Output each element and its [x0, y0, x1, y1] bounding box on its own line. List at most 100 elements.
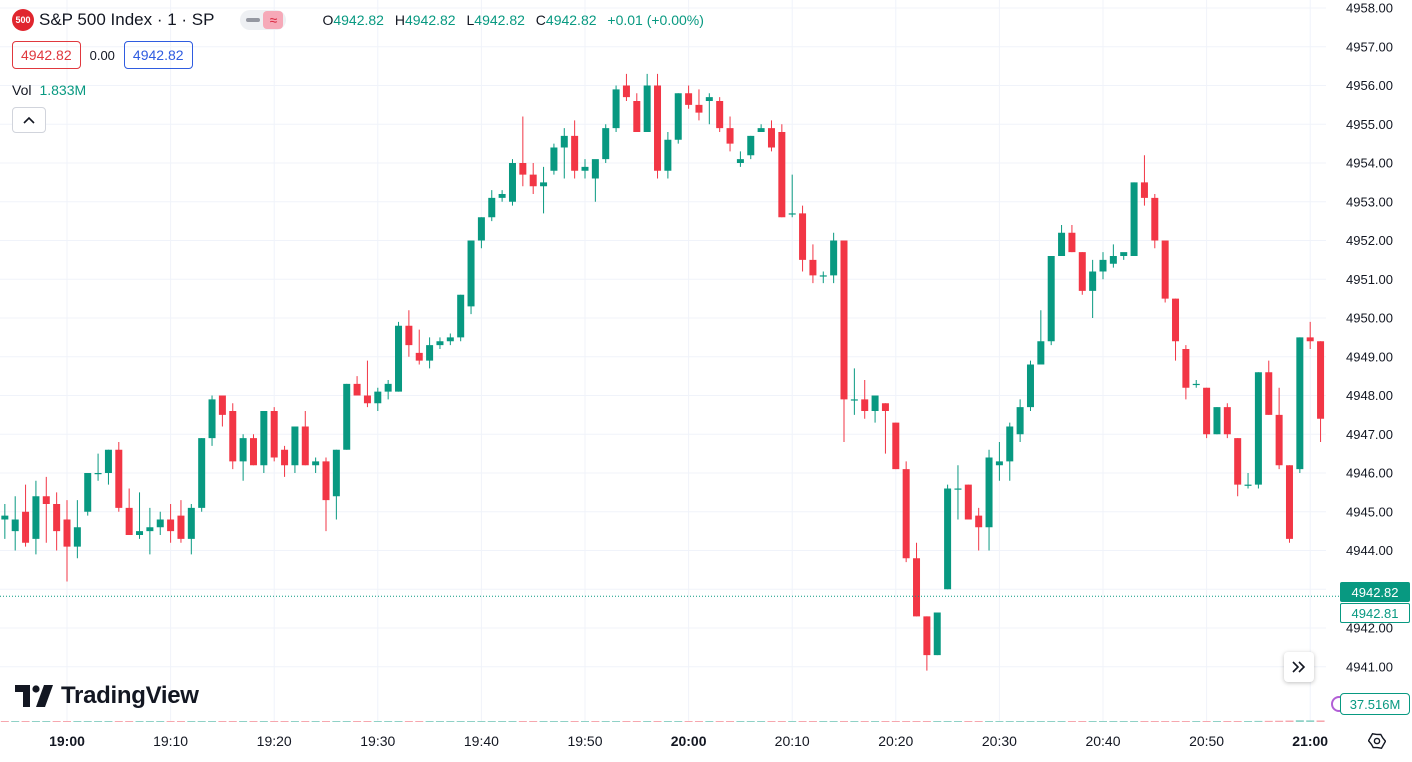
volume-bar [11, 721, 20, 722]
tradingview-logo[interactable]: TradingView [15, 682, 199, 710]
volume-bar [1264, 720, 1273, 722]
candle-body [374, 391, 382, 404]
candle-body [933, 612, 941, 656]
volume-bar [394, 721, 403, 722]
time-tick-label: 19:00 [49, 733, 85, 749]
volume-bar [42, 721, 51, 722]
volume-bar [508, 721, 517, 722]
spread-value: 0.00 [89, 47, 115, 63]
volume-bar [663, 721, 672, 722]
volume-bar [363, 721, 372, 722]
price-axis[interactable]: 4941.004942.004943.004944.004945.004946.… [1346, 1, 1393, 675]
symbol-logo[interactable]: 500 [12, 9, 34, 31]
last-price-tag: 4942.82 [1340, 582, 1410, 602]
volume-value: 1.833M [39, 82, 87, 98]
candle-body [1068, 232, 1076, 253]
volume-bar [73, 721, 82, 722]
volume-bar [705, 721, 714, 722]
volume-bar [612, 721, 621, 722]
candle-body [270, 411, 278, 458]
candle-body [84, 473, 92, 512]
volume-bar [228, 721, 237, 722]
volume-bar [477, 721, 486, 722]
collapse-legend-button[interactable] [12, 107, 46, 133]
sell-button[interactable]: 4942.82 [12, 41, 81, 69]
candle-body [778, 132, 786, 218]
volume-bar [902, 721, 911, 722]
candle-body [177, 515, 185, 539]
candle-body [560, 135, 568, 148]
buy-button[interactable]: 4942.82 [123, 41, 193, 69]
candle-body [281, 449, 289, 466]
candle-body [457, 294, 465, 338]
candle-body [1244, 484, 1252, 486]
volume-bar [239, 721, 248, 722]
volume-bar [435, 721, 444, 722]
chart-style-toggle[interactable]: ≈ [240, 10, 287, 30]
candle-body [550, 147, 558, 171]
candle-body [695, 104, 703, 113]
volume-legend: Vol 1.833M [12, 82, 86, 98]
candle-body [923, 616, 931, 656]
candle-body [53, 504, 61, 532]
scroll-to-realtime-button[interactable] [1284, 652, 1314, 682]
candle-body [809, 259, 817, 276]
wave-icon[interactable]: ≈ [263, 11, 284, 29]
volume-bar [52, 721, 61, 722]
candle-body [1172, 298, 1180, 342]
candle-body [975, 515, 983, 528]
volume-bar [518, 721, 527, 722]
volume-bar [591, 721, 600, 722]
volume-bar [767, 721, 776, 722]
time-tick-label: 19:30 [360, 733, 395, 749]
volume-bar [498, 721, 507, 722]
price-tick-label: 4942.00 [1346, 621, 1393, 636]
candle-body [208, 399, 216, 439]
symbol-title[interactable]: S&P 500 Index · 1 · SP [39, 10, 215, 29]
price-tick-label: 4948.00 [1346, 388, 1393, 403]
volume-bar [1150, 721, 1159, 722]
candle-body [446, 337, 454, 342]
volume-label[interactable]: Vol [12, 82, 32, 98]
volume-bar [1202, 721, 1211, 722]
volume-bar [104, 721, 113, 722]
volume-bar [570, 721, 579, 722]
candle-body [1120, 252, 1128, 256]
volume-bar [384, 721, 393, 722]
gear-icon[interactable] [1368, 732, 1386, 750]
volume-bar [125, 721, 134, 722]
candle-body [218, 395, 226, 415]
price-tick-label: 4951.00 [1346, 272, 1393, 287]
volume-bar [746, 721, 755, 722]
candle-body [1058, 232, 1066, 256]
candle-body [1, 515, 9, 520]
volume-bar [912, 721, 921, 722]
volume-bar [881, 721, 890, 722]
price-tick-label: 4949.00 [1346, 349, 1393, 364]
price-tick-label: 4952.00 [1346, 233, 1393, 248]
candle-body [1130, 182, 1138, 256]
volume-bar [985, 721, 994, 722]
volume-bar [643, 721, 652, 722]
volume-bar [322, 721, 330, 722]
volume-bar [757, 721, 766, 722]
volume-tag: 37.516M [1340, 693, 1410, 715]
candle-body [654, 85, 662, 171]
candle-body [633, 101, 641, 132]
price-tick-label: 4945.00 [1346, 504, 1393, 519]
candle-body [1099, 259, 1107, 272]
line-icon[interactable] [246, 18, 261, 22]
volume-bar [943, 721, 952, 722]
volume-bar [1223, 721, 1232, 722]
volume-bar [94, 721, 103, 722]
volume-bar [249, 721, 258, 722]
volume-bar [218, 721, 227, 722]
time-axis[interactable]: 19:00 19:10 19:20 19:30 19:40 19:50 20:00 20:10… [49, 733, 1328, 749]
volume-bar [995, 721, 1004, 722]
time-tick-label: 20:30 [982, 733, 1017, 749]
volume-bar [1316, 720, 1325, 722]
candle-body [944, 488, 952, 590]
volume-bar [653, 721, 662, 722]
candle-body [104, 449, 112, 473]
